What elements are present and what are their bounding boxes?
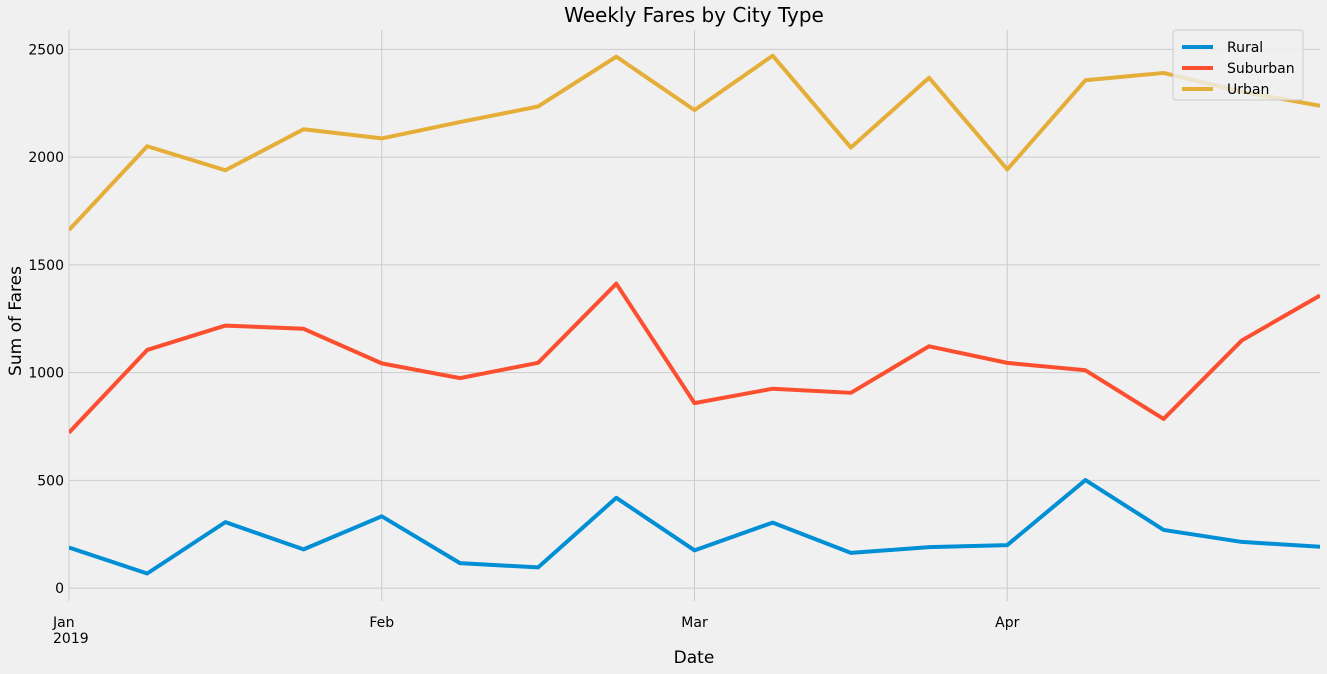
x-tick-label: Apr — [995, 615, 1019, 631]
grid — [68, 30, 1320, 601]
x-tick-label: Feb — [369, 615, 394, 631]
legend: Rural Suburban Urban — [1172, 29, 1304, 101]
series-line-suburban — [69, 281, 1320, 434]
series-line-rural — [69, 478, 1320, 576]
chart-title: Weekly Fares by City Type — [564, 3, 824, 27]
series-lines — [69, 53, 1320, 576]
y-tick-label: 2500 — [28, 42, 64, 58]
legend-label-urban: Urban — [1227, 82, 1269, 98]
y-tick-label: 0 — [55, 581, 64, 597]
x-axis-label: Date — [674, 648, 715, 668]
x-tick-label: Mar — [681, 615, 708, 631]
x-tick-sublabel: 2019 — [53, 631, 89, 647]
x-tick-label: Jan — [52, 615, 75, 631]
y-tick-label: 500 — [37, 473, 64, 489]
y-axis-label: Sum of Fares — [6, 266, 26, 376]
legend-label-rural: Rural — [1227, 40, 1263, 56]
y-tick-label: 1500 — [28, 258, 64, 274]
series-line-urban — [69, 53, 1320, 232]
y-tick-label: 2000 — [28, 150, 64, 166]
legend-label-suburban: Suburban — [1227, 61, 1295, 77]
y-tick-label: 1000 — [28, 366, 64, 382]
